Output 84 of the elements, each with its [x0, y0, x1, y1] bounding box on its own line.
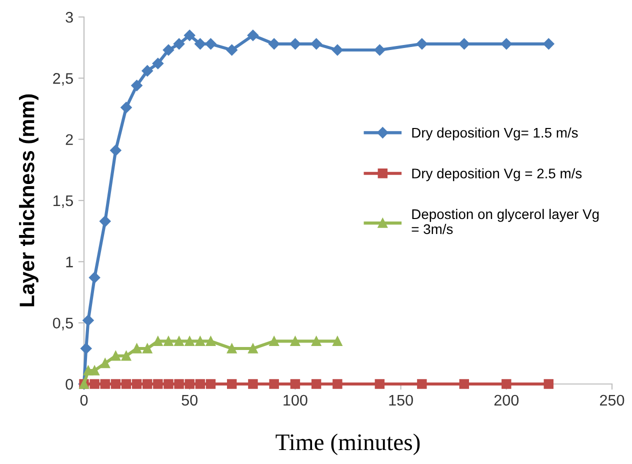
y-tick-label: 0,5 — [52, 318, 73, 330]
point — [90, 379, 100, 389]
point — [332, 336, 342, 346]
x-tick-label: 0 — [80, 394, 88, 406]
point — [88, 272, 100, 284]
point — [195, 336, 206, 346]
point — [458, 38, 470, 50]
point — [164, 336, 174, 346]
y-tick-label: 1 — [66, 256, 73, 268]
y-tick-label: 0 — [66, 378, 73, 390]
point — [268, 38, 280, 50]
point — [459, 379, 470, 389]
point — [121, 351, 132, 361]
point — [226, 379, 237, 389]
point — [544, 379, 554, 389]
point — [153, 379, 163, 389]
point — [100, 216, 111, 227]
y-axis-title: Layer thickness (mm) — [19, 94, 38, 306]
point — [290, 379, 300, 389]
y-tick-label: 2,5 — [53, 73, 73, 86]
y-tick-label: 3 — [66, 12, 73, 23]
point — [247, 30, 259, 41]
x-tick-label: 50 — [182, 394, 198, 406]
point — [500, 38, 512, 50]
point — [82, 314, 94, 326]
point — [162, 44, 174, 56]
y-tick-label: 1,5 — [54, 196, 73, 208]
point — [142, 379, 152, 389]
point — [269, 379, 279, 389]
x-tick-label: 200 — [494, 394, 519, 406]
point — [206, 336, 216, 346]
point — [184, 379, 194, 389]
point — [374, 379, 385, 389]
point — [269, 336, 279, 346]
point — [374, 44, 386, 56]
point — [110, 379, 121, 389]
point — [110, 144, 122, 156]
point — [248, 379, 258, 389]
point — [205, 38, 216, 50]
point — [310, 38, 322, 50]
x-tick-label: 150 — [389, 394, 413, 406]
point — [142, 65, 153, 76]
point — [290, 336, 300, 346]
legend-label: Dry deposition Vg= 1.5 m/s — [412, 127, 578, 140]
point — [174, 336, 184, 346]
legend-label: Dry deposition Vg = 2.5 m/s — [412, 168, 582, 182]
x-tick-label: 100 — [284, 394, 308, 406]
point — [164, 379, 174, 389]
y-tick-label: 2 — [66, 134, 73, 145]
point — [173, 38, 185, 50]
point — [184, 336, 194, 346]
x-tick-label: 250 — [600, 394, 624, 406]
point — [90, 366, 100, 376]
point — [152, 58, 164, 70]
point — [543, 38, 554, 50]
point — [332, 379, 342, 389]
point — [100, 379, 110, 389]
x-axis-title: Time (minutes) — [276, 434, 420, 456]
legend-label: Depostion on glycerol layer Vg = 3m/s — [412, 208, 599, 234]
point — [174, 379, 184, 389]
point — [290, 38, 301, 50]
point — [120, 102, 132, 114]
point — [121, 379, 132, 389]
point — [194, 38, 206, 50]
point — [206, 379, 216, 389]
point — [226, 44, 238, 56]
point — [416, 38, 428, 50]
point — [311, 379, 322, 389]
point — [226, 344, 237, 354]
point — [132, 379, 142, 389]
point — [153, 336, 163, 346]
point — [142, 344, 152, 354]
point — [311, 336, 322, 346]
point — [184, 30, 196, 41]
point — [417, 379, 427, 389]
point — [110, 351, 121, 361]
point — [100, 358, 110, 368]
point — [195, 379, 206, 389]
point — [131, 80, 142, 92]
point — [80, 342, 92, 354]
point — [248, 344, 258, 354]
point — [502, 379, 512, 389]
point — [332, 44, 344, 56]
point — [132, 344, 142, 354]
